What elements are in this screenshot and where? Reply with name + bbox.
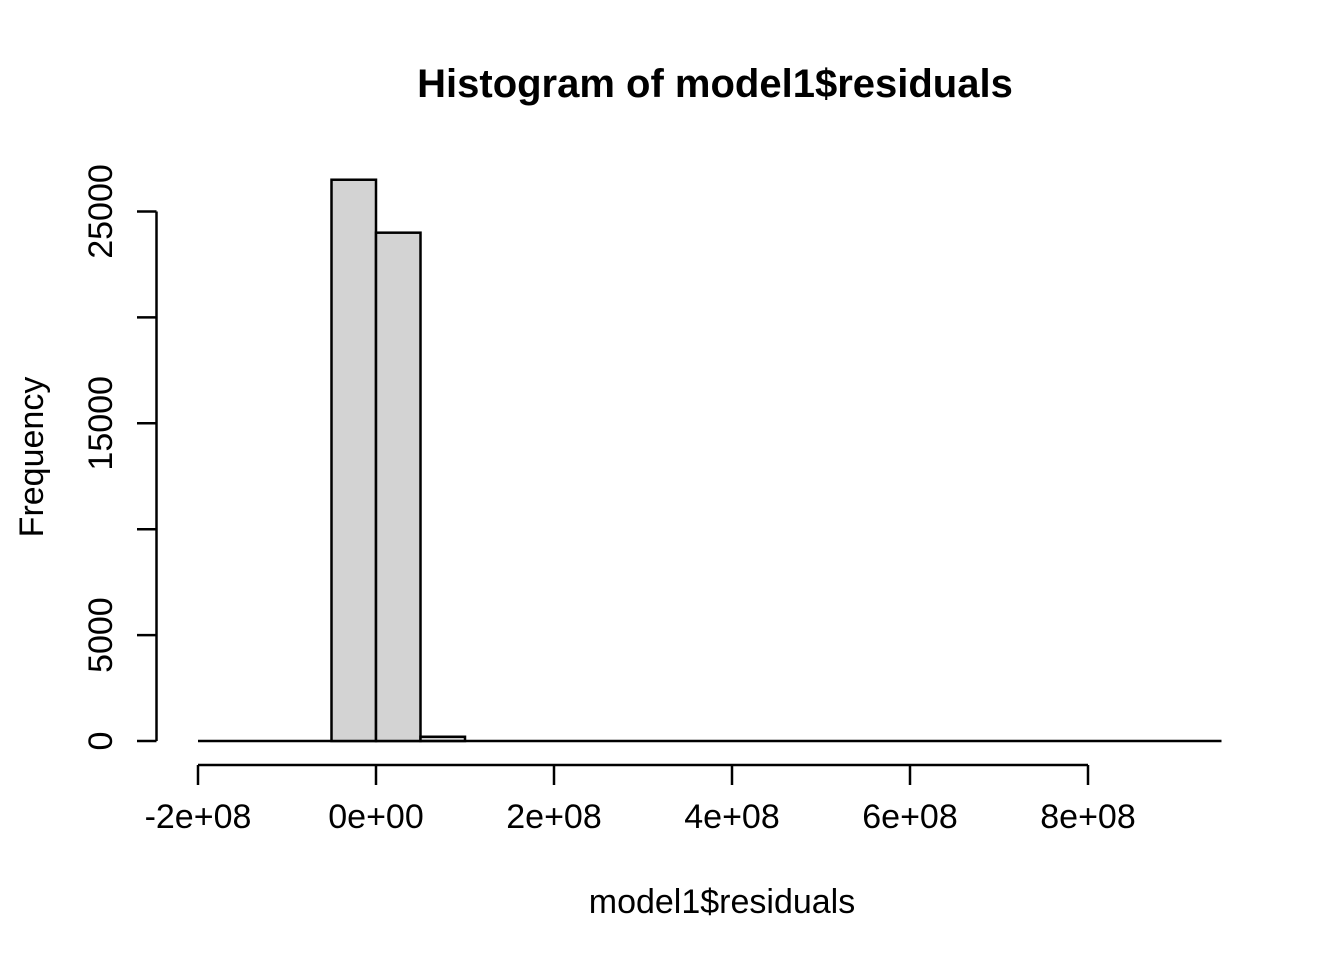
x-tick-label: -2e+08	[145, 798, 252, 836]
histogram-bar	[419, 735, 467, 743]
x-tick-label: 8e+08	[1040, 798, 1136, 836]
x-tick-label: 0e+00	[328, 798, 424, 836]
x-tick-label: 6e+08	[862, 798, 958, 836]
x-tick-label: 2e+08	[506, 798, 602, 836]
x-tick-label: 4e+08	[684, 798, 780, 836]
y-tick-label: 25000	[82, 164, 120, 259]
y-tick-label: 0	[82, 732, 120, 751]
y-tick-label: 15000	[82, 376, 120, 471]
histogram-bar	[330, 178, 378, 743]
histogram-bar	[374, 231, 422, 743]
x-axis-label: model1$residuals	[589, 883, 856, 921]
chart-layer: 0 5000 15000 25000 -2e+08 0e+00 2e+08 4e+08 6e+0…	[82, 164, 1222, 836]
y-tick-label: 5000	[82, 597, 120, 673]
y-axis-label: Frequency	[13, 377, 51, 538]
chart-title: Histogram of model1$residuals	[417, 62, 1013, 106]
